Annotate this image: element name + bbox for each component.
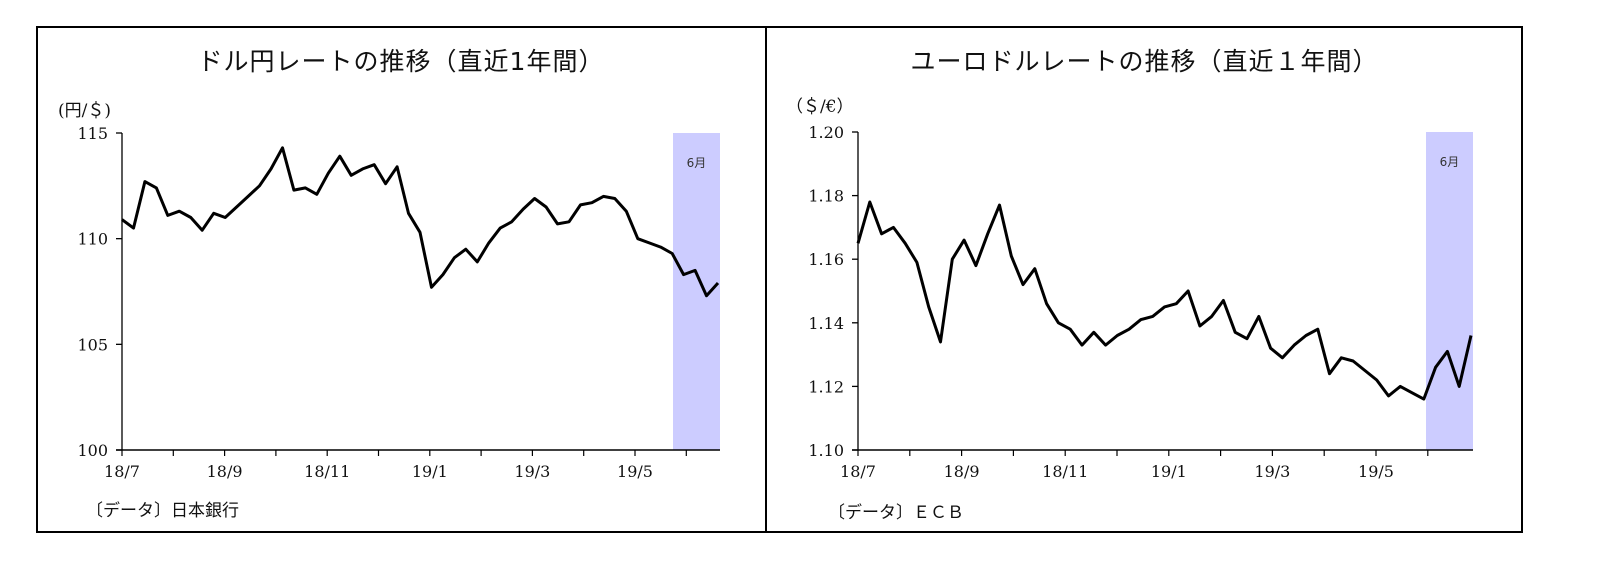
y-tick-label: 100 <box>77 441 108 460</box>
x-tick-label: 19/3 <box>1254 462 1290 481</box>
y-tick-label: 1.10 <box>808 441 844 460</box>
x-tick-label: 18/7 <box>840 462 876 481</box>
x-tick-label: 18/11 <box>1042 462 1088 481</box>
y-tick-label: 1.12 <box>808 377 844 396</box>
y-axis-unit: （＄/€） <box>786 97 854 117</box>
data-source: 〔データ〕日本銀行 <box>86 501 239 521</box>
y-tick-label: 110 <box>77 230 108 249</box>
usdjpy-chart-panel: ドル円レートの推移（直近1年間） (円/＄) 〔データ〕日本銀行 6月 100 10… <box>36 26 766 533</box>
x-tick-label: 19/5 <box>617 462 653 481</box>
chart-title: ドル円レートの推移（直近1年間） <box>197 47 605 76</box>
rate-line <box>121 146 720 298</box>
y-tick-label: 1.18 <box>808 187 844 206</box>
y-tick-label: 1.20 <box>808 123 844 142</box>
june-highlight-band <box>1426 132 1473 450</box>
x-tick-label: 19/5 <box>1358 462 1394 481</box>
chart-frame <box>36 26 1523 533</box>
eurusd-chart-panel: ユーロドルレートの推移（直近１年間） （＄/€） 〔データ〕ＥＣＢ 6月 1.10… <box>766 26 1523 533</box>
x-tick-label: 18/7 <box>104 462 140 481</box>
y-tick-label: 1.14 <box>808 314 844 333</box>
y-tick-label: 1.16 <box>808 250 844 269</box>
eurusd-line-chart: 6月 1.10 1.12 1.14 1.16 1.18 1.20 18/7 18/9 18/11 1… <box>808 123 1473 481</box>
x-tick-label: 19/3 <box>514 462 550 481</box>
x-tick-label: 18/9 <box>944 462 980 481</box>
panel-divider <box>765 26 767 533</box>
usdjpy-line-chart: 6月 100 105 110 115 18/7 18/9 18/11 19/1 19/3 19/5 <box>77 124 720 481</box>
y-tick-label: 115 <box>77 124 108 143</box>
highlight-label: 6月 <box>687 156 707 170</box>
y-axis-unit: (円/＄) <box>58 101 111 121</box>
x-tick-label: 18/9 <box>207 462 243 481</box>
y-tick-label: 105 <box>77 335 108 354</box>
x-tick-label: 19/1 <box>412 462 448 481</box>
x-tick-label: 19/1 <box>1151 462 1187 481</box>
data-source: 〔データ〕ＥＣＢ <box>828 503 964 523</box>
x-tick-label: 18/11 <box>304 462 350 481</box>
highlight-label: 6月 <box>1440 155 1460 169</box>
rate-line <box>856 200 1473 401</box>
chart-title: ユーロドルレートの推移（直近１年間） <box>910 47 1379 76</box>
june-highlight-band <box>673 133 720 450</box>
